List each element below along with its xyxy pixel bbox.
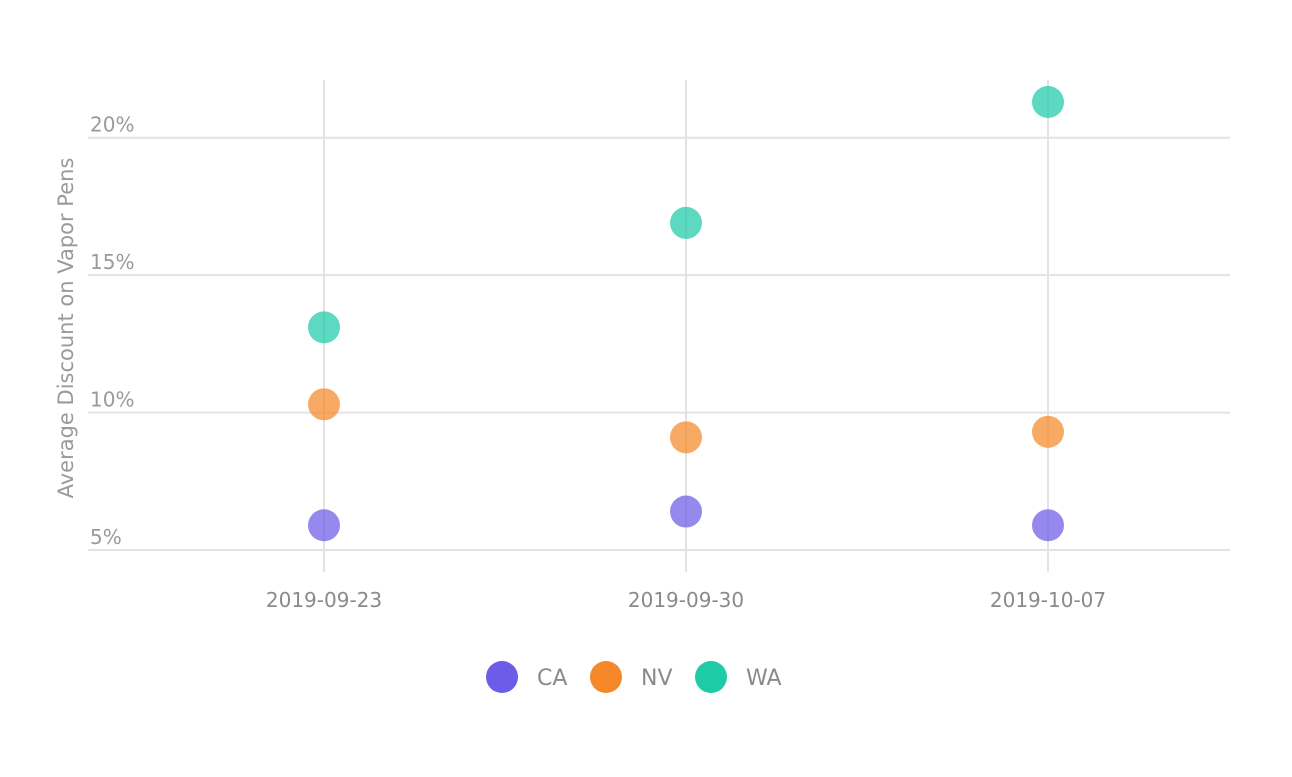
x-axis-ticks: 2019-09-23 2019-09-30 2019-10-07 <box>266 588 1106 612</box>
grid <box>88 80 1230 572</box>
y-axis-ticks: 5% 10% 15% 20% <box>90 113 134 549</box>
y-tick-label: 15% <box>90 250 134 274</box>
x-tick-label: 2019-09-23 <box>266 588 382 612</box>
point-wa <box>670 206 702 239</box>
point-ca <box>308 509 340 542</box>
point-wa <box>1032 85 1064 118</box>
x-tick-label: 2019-10-07 <box>990 588 1106 612</box>
legend-swatch-nv <box>590 661 622 693</box>
point-ca <box>1032 509 1064 542</box>
x-tick-label: 2019-09-30 <box>628 588 744 612</box>
legend-label-nv: NV <box>641 666 673 691</box>
point-wa <box>308 311 340 344</box>
legend-label-ca: CA <box>537 666 567 691</box>
y-tick-label: 20% <box>90 113 134 137</box>
y-tick-label: 10% <box>90 388 134 412</box>
legend-swatch-ca <box>486 661 518 693</box>
y-axis-title: Average Discount on Vapor Pens <box>54 158 78 499</box>
point-nv <box>670 421 702 454</box>
legend: CA NV WA <box>486 661 782 693</box>
point-nv <box>308 388 340 421</box>
point-ca <box>670 495 702 528</box>
point-nv <box>1032 415 1064 448</box>
y-tick-label: 5% <box>90 525 122 549</box>
legend-swatch-wa <box>695 661 727 693</box>
legend-label-wa: WA <box>746 666 782 691</box>
data-points <box>308 85 1064 542</box>
